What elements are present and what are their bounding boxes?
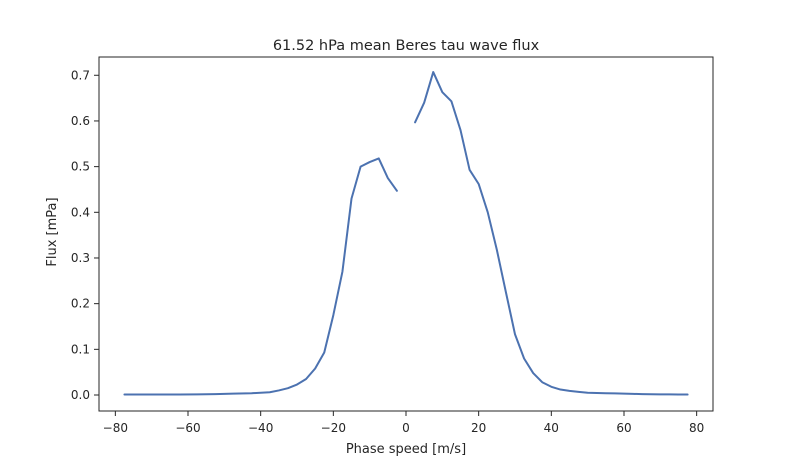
y-tick-label: 0.6 (71, 114, 90, 128)
y-tick-label: 0.2 (71, 297, 90, 311)
x-tick-label: −60 (175, 421, 200, 435)
x-tick-label: 0 (402, 421, 410, 435)
x-tick-label: −40 (248, 421, 273, 435)
y-tick-label: 0.4 (71, 205, 90, 219)
plot-area (123, 71, 689, 396)
x-tick-label: 40 (544, 421, 559, 435)
y-tick-label: 0.7 (71, 68, 90, 82)
chart-title: 61.52 hPa mean Beres tau wave flux (273, 38, 540, 54)
axes-frame (98, 56, 714, 412)
x-tick-label: 60 (616, 421, 631, 435)
y-tick-label: 0.1 (71, 342, 90, 356)
x-tick-label: −20 (321, 421, 346, 435)
x-tick-label: −80 (103, 421, 128, 435)
y-tick-label: 0.3 (71, 251, 90, 265)
x-axis-label: Phase speed [m/s] (346, 442, 466, 457)
y-axis-label: Flux [mPa] (45, 197, 60, 266)
y-tick-label: 0.5 (71, 160, 90, 174)
x-tick-label: 20 (471, 421, 486, 435)
x-tick-label: 80 (689, 421, 704, 435)
series-line (414, 71, 689, 396)
y-tick-label: 0.0 (71, 388, 90, 402)
series-line (123, 157, 398, 396)
x-axis-ticks: −80 −60 −40 −20 0 20 40 60 80 (103, 411, 704, 435)
y-axis-ticks: 0.0 0.1 0.2 0.3 0.4 0.5 0.6 0.7 (71, 68, 99, 402)
